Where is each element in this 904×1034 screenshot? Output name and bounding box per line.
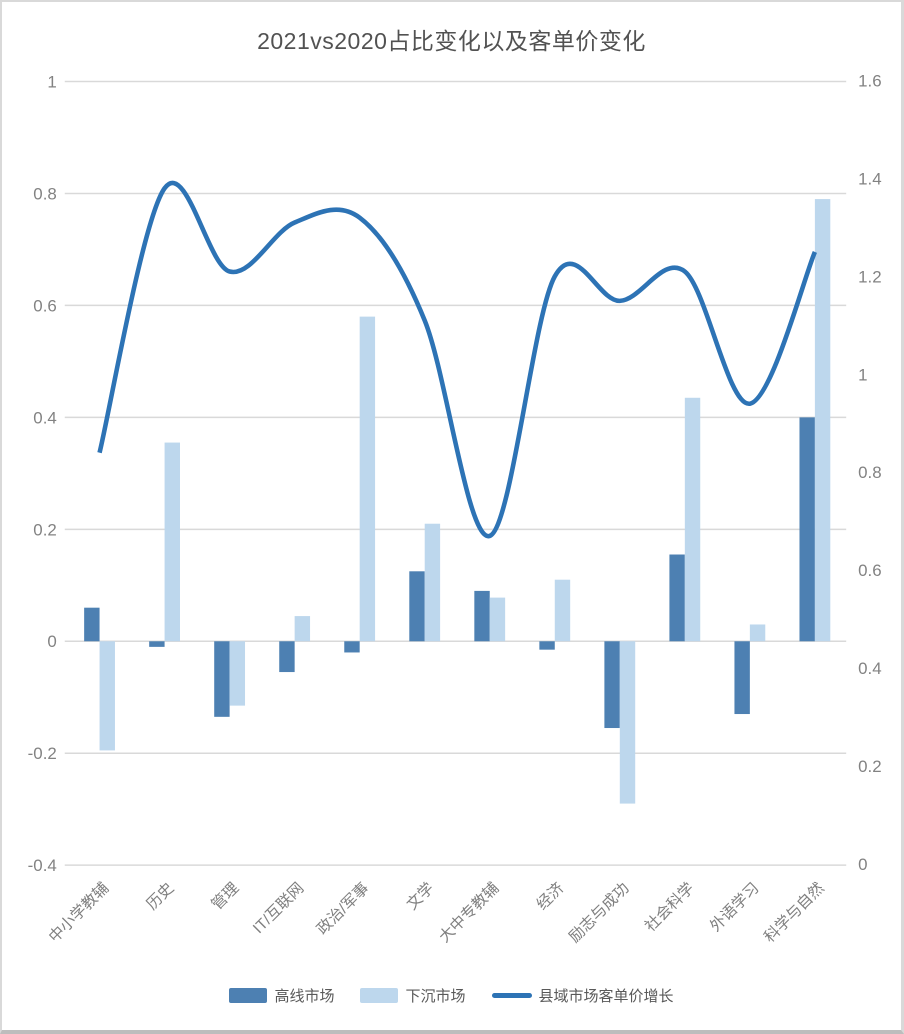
legend-swatch-县域市场客单价增长 <box>491 993 532 998</box>
bar-高线市场-励志与成功[interactable] <box>604 641 620 729</box>
x-axis-label-大中专教辅: 大中专教辅 <box>435 879 502 946</box>
legend-swatch-高线市场 <box>229 988 268 1003</box>
x-axis-label-经济: 经济 <box>533 879 568 914</box>
left-axis-tick: 0.8 <box>33 184 56 203</box>
legend-label: 下沉市场 <box>405 988 466 1005</box>
bar-下沉市场-大中专教辅[interactable] <box>489 597 506 642</box>
legend-item-高线市场[interactable]: 高线市场 <box>229 985 334 1006</box>
x-axis-label-文学: 文学 <box>403 879 438 914</box>
bar-下沉市场-中小学教辅[interactable] <box>99 641 115 751</box>
left-axis-tick: 0 <box>47 632 56 651</box>
legend-label: 县域市场客单价增长 <box>538 988 674 1005</box>
legend-item-下沉市场[interactable]: 下沉市场 <box>360 985 466 1006</box>
x-axis-label-社会科学: 社会科学 <box>641 879 697 935</box>
right-axis-tick: 1.6 <box>858 72 881 91</box>
x-axis-label-励志与成功: 励志与成功 <box>565 879 632 946</box>
right-axis-tick: 0.4 <box>858 659 881 678</box>
bar-高线市场-中小学教辅[interactable] <box>84 607 100 642</box>
legend: 高线市场 下沉市场 县域市场客单价增长 <box>2 985 901 1006</box>
bar-高线市场-大中专教辅[interactable] <box>474 590 490 642</box>
legend-swatch-下沉市场 <box>360 988 399 1003</box>
legend-label: 高线市场 <box>274 988 335 1005</box>
left-axis-tick: 1 <box>47 73 56 92</box>
bar-高线市场-历史[interactable] <box>149 641 165 647</box>
bar-高线市场-政治/军事[interactable] <box>344 641 360 653</box>
bar-高线市场-管理[interactable] <box>214 641 230 717</box>
bar-下沉市场-外语学习[interactable] <box>749 624 766 642</box>
x-axis-label-政治/军事: 政治/军事 <box>313 879 372 938</box>
right-axis-tick: 0 <box>858 855 867 874</box>
right-axis-tick: 1.4 <box>858 169 881 188</box>
bar-高线市场-外语学习[interactable] <box>734 641 750 715</box>
left-axis-tick: -0.2 <box>28 744 57 763</box>
bar-下沉市场-经济[interactable] <box>554 579 571 642</box>
bar-下沉市场-文学[interactable] <box>424 523 441 642</box>
right-axis-tick: 0.6 <box>858 561 881 580</box>
left-axis-tick: 0.4 <box>33 408 56 427</box>
left-axis-tick: 0.6 <box>33 296 56 315</box>
right-axis-tick: 1.2 <box>858 267 881 286</box>
x-axis-label-历史: 历史 <box>143 879 178 914</box>
bar-下沉市场-历史[interactable] <box>164 442 180 642</box>
x-axis-label-管理: 管理 <box>208 879 243 914</box>
chart-title: 2021vs2020占比变化以及客单价变化 <box>257 28 646 54</box>
left-axis-tick: -0.4 <box>28 856 57 875</box>
x-axis-label-中小学教辅: 中小学教辅 <box>45 879 112 946</box>
bar-下沉市场-IT/互联网[interactable] <box>294 616 311 642</box>
bar-高线市场-IT/互联网[interactable] <box>279 641 295 673</box>
left-axis-tick: 0.2 <box>33 520 56 539</box>
x-axis-label-外语学习: 外语学习 <box>706 879 762 935</box>
bar-下沉市场-励志与成功[interactable] <box>619 641 636 804</box>
x-axis-label-科学与自然: 科学与自然 <box>760 879 827 946</box>
bar-下沉市场-科学与自然[interactable] <box>814 199 831 642</box>
bar-下沉市场-政治/军事[interactable] <box>359 316 376 642</box>
x-axis-label-IT/互联网: IT/互联网 <box>249 879 307 937</box>
bar-高线市场-科学与自然[interactable] <box>799 417 815 642</box>
bar-高线市场-经济[interactable] <box>539 641 555 650</box>
legend-item-县域市场客单价增长[interactable]: 县域市场客单价增长 <box>491 985 674 1006</box>
bar-下沉市场-社会科学[interactable] <box>684 397 701 642</box>
bar-高线市场-社会科学[interactable] <box>669 554 685 642</box>
line-县域市场客单价增长[interactable] <box>97 180 817 539</box>
right-axis-tick: 0.2 <box>858 757 881 776</box>
bar-下沉市场-管理[interactable] <box>229 641 246 706</box>
right-axis-tick: 1 <box>858 365 867 384</box>
right-axis-tick: 0.8 <box>858 463 881 482</box>
bar-高线市场-文学[interactable] <box>409 571 425 642</box>
